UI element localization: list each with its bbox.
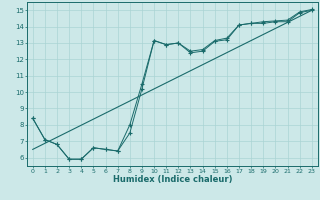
- X-axis label: Humidex (Indice chaleur): Humidex (Indice chaleur): [113, 175, 232, 184]
